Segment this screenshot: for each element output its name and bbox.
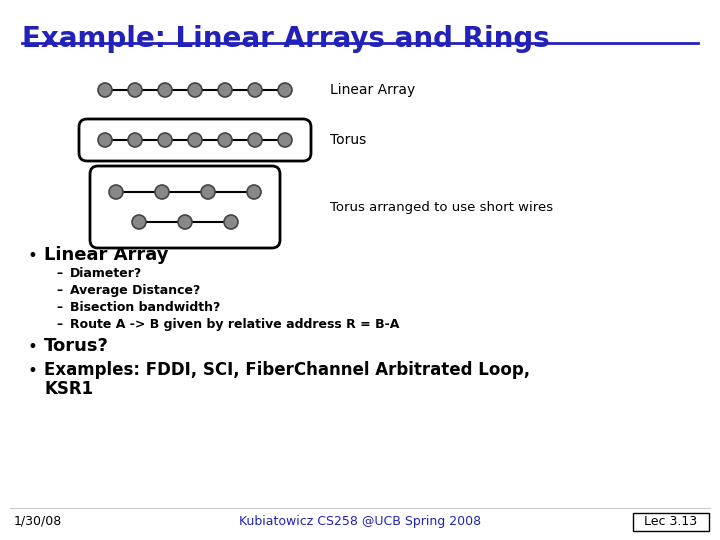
Text: Example: Linear Arrays and Rings: Example: Linear Arrays and Rings (22, 25, 550, 53)
Circle shape (188, 133, 202, 147)
Text: •: • (28, 247, 38, 265)
Circle shape (178, 215, 192, 229)
Circle shape (128, 83, 142, 97)
Circle shape (109, 185, 123, 199)
Text: –: – (56, 301, 62, 314)
Text: KSR1: KSR1 (44, 380, 93, 398)
Text: Route A -> B given by relative address R = B-A: Route A -> B given by relative address R… (70, 318, 400, 331)
Text: Linear Array: Linear Array (44, 246, 168, 264)
Circle shape (278, 83, 292, 97)
Text: Kubiatowicz CS258 @UCB Spring 2008: Kubiatowicz CS258 @UCB Spring 2008 (239, 515, 481, 528)
Text: Torus arranged to use short wires: Torus arranged to use short wires (330, 200, 553, 213)
FancyBboxPatch shape (633, 513, 709, 531)
Circle shape (248, 83, 262, 97)
Circle shape (278, 133, 292, 147)
Text: 1/30/08: 1/30/08 (14, 515, 62, 528)
Text: –: – (56, 318, 62, 331)
Circle shape (218, 133, 232, 147)
Text: Diameter?: Diameter? (70, 267, 143, 280)
Circle shape (158, 83, 172, 97)
Text: •: • (28, 338, 38, 356)
Circle shape (188, 83, 202, 97)
Text: Torus: Torus (330, 133, 366, 147)
Text: Torus?: Torus? (44, 337, 109, 355)
Circle shape (98, 83, 112, 97)
Circle shape (201, 185, 215, 199)
Text: Examples: FDDI, SCI, FiberChannel Arbitrated Loop,: Examples: FDDI, SCI, FiberChannel Arbitr… (44, 361, 530, 379)
Text: Bisection bandwidth?: Bisection bandwidth? (70, 301, 220, 314)
Text: –: – (56, 267, 62, 280)
Circle shape (132, 215, 146, 229)
Circle shape (224, 215, 238, 229)
Text: –: – (56, 284, 62, 297)
Circle shape (247, 185, 261, 199)
Circle shape (155, 185, 169, 199)
Circle shape (158, 133, 172, 147)
Text: Linear Array: Linear Array (330, 83, 415, 97)
Circle shape (248, 133, 262, 147)
Text: Lec 3.13: Lec 3.13 (644, 515, 698, 528)
Circle shape (98, 133, 112, 147)
Text: •: • (28, 362, 38, 380)
Circle shape (128, 133, 142, 147)
Circle shape (218, 83, 232, 97)
Text: Average Distance?: Average Distance? (70, 284, 200, 297)
